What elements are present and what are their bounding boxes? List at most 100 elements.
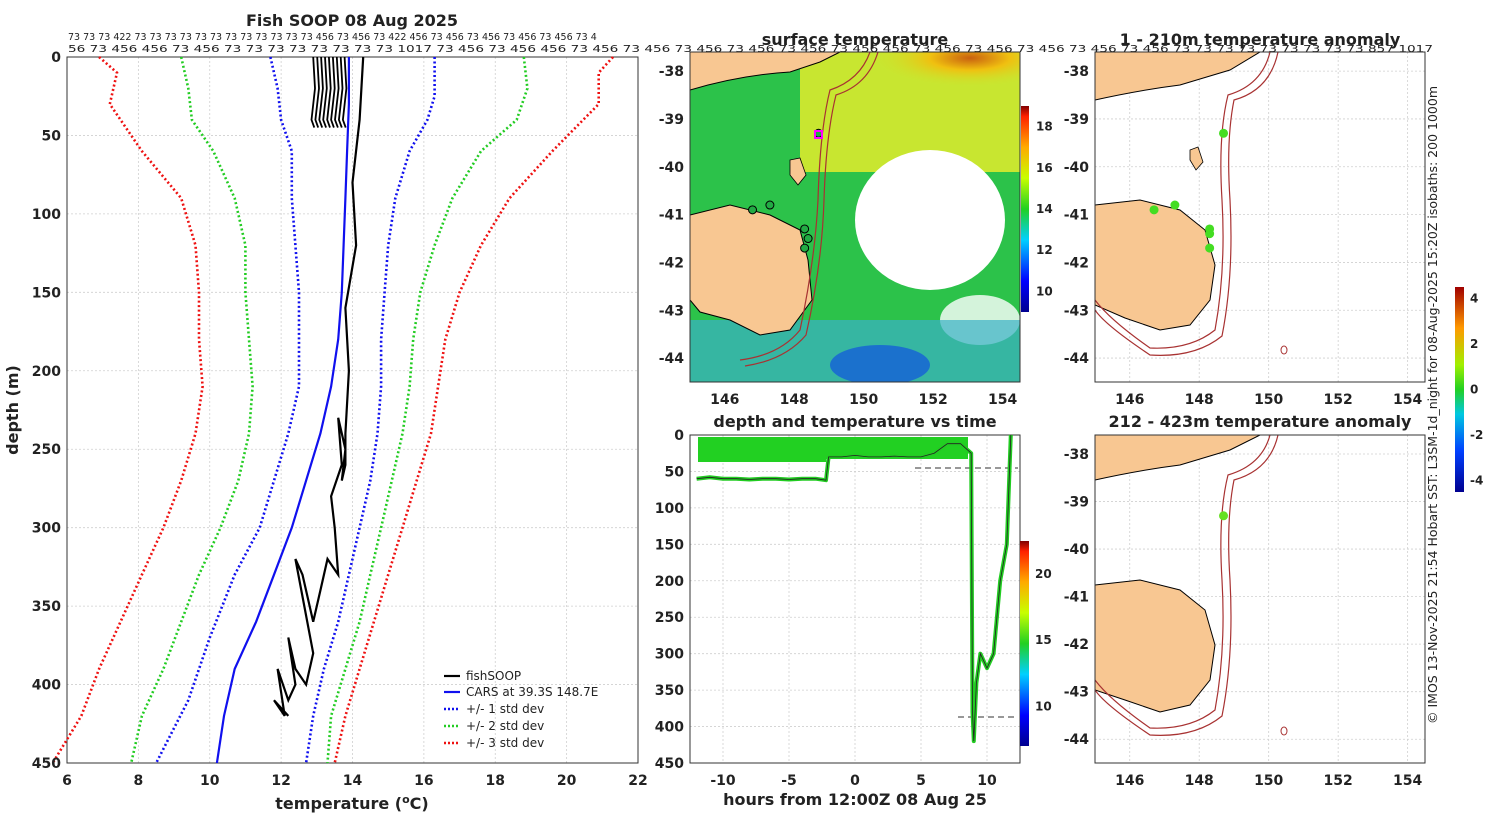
anomaly-upper-isobath-200: [1095, 52, 1271, 349]
profile-ylabel: depth (m): [3, 365, 22, 455]
map-y-tick-label: -43: [1064, 685, 1089, 701]
profile-shallow-cast: [318, 56, 324, 128]
map-x-tick-label: 146: [710, 392, 739, 408]
time-depth-trace-core: [696, 434, 1012, 742]
anomaly-lower-axes-frame: [1094, 434, 1426, 764]
map-y-tick-label: -44: [1064, 351, 1090, 367]
time-colorbar: [1020, 541, 1029, 746]
map-x-tick-label: 154: [1393, 773, 1422, 789]
sst-track-point: [803, 234, 813, 244]
profile-y-tick-label: 0: [51, 50, 61, 66]
sst-flinders-island: [789, 157, 807, 186]
time-x-tick-label: 5: [916, 773, 926, 789]
sst-track-point: [800, 224, 810, 234]
anomaly-upper-isobath-1000: [1095, 52, 1279, 356]
anomaly-colorbar-tick: 2: [1470, 337, 1478, 351]
time-x-tick-label: -5: [781, 773, 797, 789]
time-y-ticks: 0 50 100 150 200 250 300 350 400 450: [655, 428, 684, 772]
sst-isobath-1000: [744, 52, 879, 367]
profile-shallow-cast: [310, 56, 316, 128]
map-y-tick-label: -42: [1064, 255, 1089, 271]
anomaly-lower-title: 212 - 423m temperature anomaly: [1109, 412, 1412, 431]
time-y-tick-label: 50: [665, 464, 685, 480]
map-y-tick-label: -41: [1064, 590, 1089, 606]
anomaly-colorbar-tick: -2: [1470, 428, 1483, 442]
anomaly-lower-mainland: [1095, 435, 1261, 481]
map-x-tick-label: 148: [1185, 773, 1214, 789]
sst-cold-patch: [830, 345, 930, 382]
profile-legend: fishSOOP CARS at 39.3S 148.7E +/- 1 std …: [444, 669, 598, 750]
anomaly-upper-axes-frame: [1094, 51, 1426, 383]
map-x-tick-label: 148: [780, 392, 809, 408]
profile-xlabel: temperature (oC): [275, 793, 428, 813]
sst-colorbar-tick: 10: [1036, 284, 1053, 298]
map-y-tick-label: -38: [659, 64, 684, 80]
profile-x-tick-label: 12: [271, 773, 290, 789]
profile-grid: [66, 56, 639, 764]
anomaly-lower-isobath-1000: [1095, 435, 1279, 736]
profile-series-line-7: [273, 56, 365, 717]
anomaly-colorbar: [1455, 287, 1464, 492]
anomaly-upper-point: [1205, 229, 1215, 239]
map-x-tick-label: 154: [1393, 392, 1422, 408]
legend-cars: CARS at 39.3S 148.7E: [466, 685, 598, 699]
profile-x-tick-label: 8: [134, 773, 144, 789]
profile-title: Fish SOOP 08 Aug 2025: [246, 11, 458, 30]
profile-series-line-4: [326, 56, 529, 764]
map-y-tick-label: -42: [1064, 637, 1089, 653]
time-y-tick-label: 150: [655, 537, 684, 553]
time-x-ticks: -10 -5 0 5 10: [710, 773, 997, 789]
map-y-tick-label: -38: [1064, 447, 1089, 463]
anomaly-upper-seamount: [1280, 345, 1288, 355]
time-colorbar-tick: 15: [1035, 633, 1052, 647]
map-y-tick-label: -39: [1064, 495, 1089, 511]
time-y-tick-label: 0: [674, 428, 684, 444]
time-colorbar-tick: 20: [1035, 567, 1052, 581]
profile-x-tick-label: 6: [62, 773, 72, 789]
top-header-row2: 56 73 456 456 73 456 73 73 73 73 73 73 7…: [68, 44, 1433, 55]
sst-isobath-200: [739, 52, 871, 361]
profile-shallow-cast: [330, 56, 336, 128]
sst-map-panel: surface temperature 146 148 150 152 154 -38-…: [659, 30, 1053, 408]
map-y-tick-label: -40: [659, 160, 685, 176]
sst-axes-frame: [689, 51, 1021, 383]
anomaly-lower-y-ticks: -38 -39 -40 -41 -42 -43 -44: [1064, 447, 1090, 748]
sst-x-ticks: 146 148 150 152 154: [710, 392, 1017, 408]
time-x-tick-label: -10: [710, 773, 736, 789]
profile-x-ticks: 6 8 10 12 14 16 18 20 22: [62, 773, 648, 789]
map-y-tick-label: -40: [1064, 160, 1090, 176]
anomaly-lower-seamount: [1280, 726, 1288, 736]
time-y-tick-label: 100: [655, 501, 684, 517]
legend-1std: +/- 1 std dev: [466, 702, 544, 716]
sst-colorbar-tick: 16: [1036, 161, 1053, 175]
anomaly-upper-flinders: [1189, 146, 1204, 171]
profile-x-tick-label: 18: [486, 773, 505, 789]
map-y-tick-label: -41: [659, 208, 684, 224]
anomaly-lower-x-ticks: 146 148 150 152 154: [1115, 773, 1422, 789]
sst-colorbar-tick: 14: [1036, 202, 1053, 216]
time-title: depth and temperature vs time: [713, 412, 996, 431]
time-series: [696, 434, 1013, 744]
profile-axes-frame: [66, 56, 639, 764]
sst-warm-core: [820, 52, 1020, 112]
anomaly-lower-map: [1095, 435, 1288, 736]
anomaly-lower-isobath-200: [1095, 435, 1271, 729]
anomaly-upper-title: 1 - 210m temperature anomaly: [1120, 30, 1401, 49]
profile-shallow-cast: [326, 56, 332, 128]
anomaly-colorbar-ticks: -4 -2 0 2 4: [1470, 291, 1483, 487]
profile-shallow-cast: [341, 56, 348, 128]
profile-series: [51, 56, 614, 764]
side-caption: © IMOS 13-Nov-2025 21:54 Hobart SST: L3S…: [1425, 86, 1440, 724]
profile-y-tick-label: 100: [32, 207, 61, 223]
map-x-tick-label: 150: [1254, 773, 1283, 789]
sst-colorbar-tick: 12: [1036, 243, 1053, 257]
profile-y-tick-label: 200: [32, 364, 61, 380]
anomaly-upper-points: [1149, 128, 1229, 253]
sst-track-point: [800, 243, 810, 253]
time-y-tick-label: 450: [655, 756, 684, 772]
anomaly-lower-panel: 212 - 423m temperature anomaly 146 148 150…: [1064, 412, 1426, 789]
map-x-tick-label: 148: [1185, 392, 1214, 408]
time-xlabel: hours from 12:00Z 08 Aug 25: [723, 790, 987, 809]
profile-series-line-2: [304, 57, 436, 764]
